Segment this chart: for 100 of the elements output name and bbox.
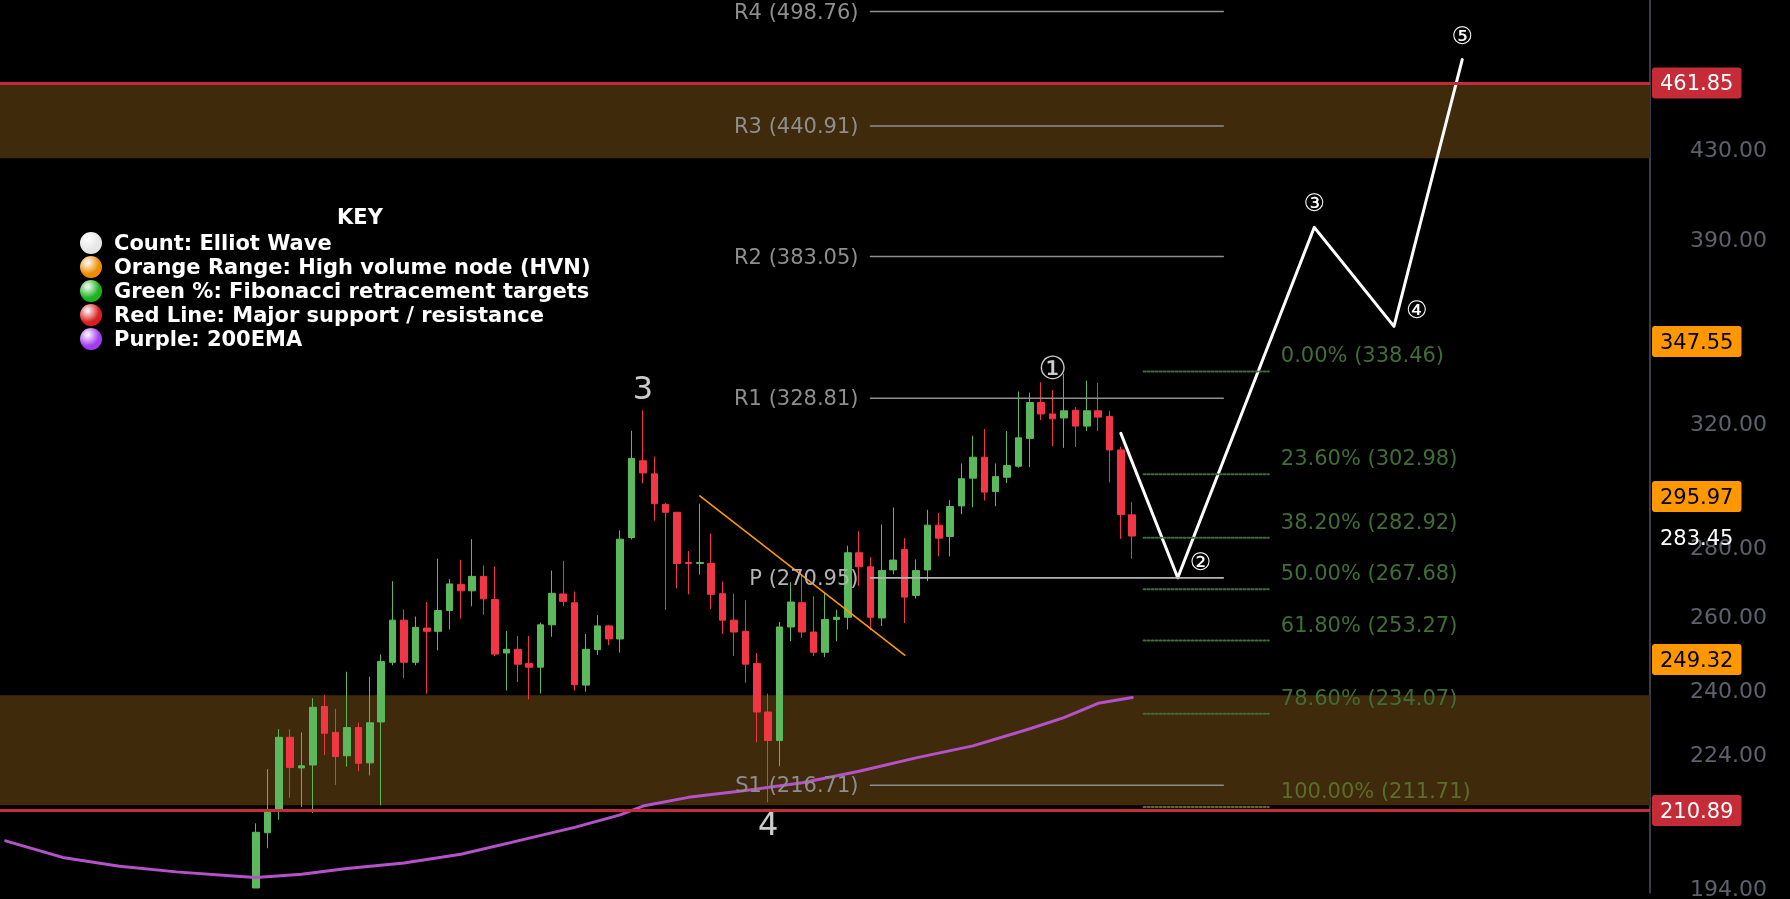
data-label: 50.00% (267.68): [1280, 561, 1458, 586]
text: 3: [632, 369, 654, 408]
candlestick: [685, 550, 692, 595]
y-tick-label: 260.00: [1690, 603, 1767, 629]
text: 249.32: [1660, 647, 1734, 672]
candlestick: [400, 608, 408, 679]
candlestick: [639, 409, 647, 484]
candlestick: [821, 591, 829, 658]
data-label: ②: [1189, 547, 1212, 576]
candlestick: [559, 560, 567, 607]
annotation: KEY: [336, 205, 384, 229]
candlestick: [434, 558, 442, 651]
candlestick: [1003, 430, 1011, 484]
candlestick: [343, 671, 351, 768]
candlestick: [355, 722, 362, 772]
candlestick: [423, 601, 431, 695]
text: 4: [757, 805, 779, 844]
candlestick: [594, 614, 601, 656]
candlestick: [867, 556, 874, 631]
candlestick: [1037, 381, 1045, 421]
annotation: Orange Range: High volume node (HVN): [114, 255, 591, 279]
data-label: R1 (328.81): [734, 386, 859, 411]
candlestick: [616, 529, 624, 654]
annotation: Green %: Fibonacci retracement targets: [114, 279, 590, 303]
annotation: Purple: 200EMA: [114, 327, 303, 351]
candlestick: [571, 591, 578, 691]
candlestick: [833, 609, 840, 642]
candlestick: [992, 462, 999, 507]
candlestick: [275, 728, 283, 821]
data-label: ⑤: [1451, 21, 1473, 50]
candlestick: [1083, 380, 1091, 432]
candlestick: [1128, 501, 1136, 560]
candlestick: [537, 622, 544, 695]
candlestick: [901, 537, 908, 624]
ref-line-label: 461.85: [1660, 70, 1734, 95]
candlestick: [1072, 406, 1079, 448]
candlestick: [969, 435, 977, 508]
annotation: Count: Elliot Wave: [114, 231, 332, 255]
candlestick: [1026, 392, 1034, 468]
candlestick: [1049, 389, 1056, 447]
data-label: R2 (383.05): [734, 244, 859, 269]
candlestick: [1117, 446, 1125, 540]
candlestick: [480, 564, 487, 616]
candlestick: [696, 503, 704, 576]
candlestick: [719, 581, 726, 635]
text: 347.55: [1660, 329, 1734, 354]
data-label: 0.00% (338.46): [1280, 343, 1445, 368]
candlestick: [810, 595, 817, 657]
candlestick: [264, 768, 271, 849]
candlestick: [389, 580, 396, 666]
candlestick: [935, 512, 943, 557]
candlestick: [377, 653, 385, 806]
candlestick: [1106, 410, 1113, 483]
candlestick: [366, 676, 374, 776]
candlestick: [491, 566, 499, 657]
candlestick: [742, 599, 749, 684]
text: 295.97: [1660, 484, 1734, 509]
candlestick: [457, 559, 465, 620]
candlestick: [855, 530, 863, 587]
candlestick: [1094, 382, 1102, 432]
candlestick: [924, 509, 931, 582]
candlestick: [514, 635, 522, 683]
y-tick-label: 320.00: [1690, 410, 1767, 436]
candlestick: [252, 822, 260, 889]
candlestick: [332, 708, 339, 786]
text: ①: [1038, 349, 1067, 388]
candlestick: [707, 533, 715, 610]
data-label: 100.00% (211.71): [1280, 778, 1471, 803]
candlestick: [662, 502, 669, 611]
candlestick: [889, 507, 897, 575]
candlestick: [673, 511, 681, 589]
candlestick: [286, 728, 294, 799]
candlestick: [446, 578, 453, 631]
candlestick: [1015, 391, 1022, 469]
candlestick: [628, 430, 635, 540]
candlestick: [309, 697, 317, 814]
candlestick: [468, 538, 476, 607]
candlestick: [582, 633, 590, 693]
candlestick: [753, 652, 761, 743]
candlestick: [298, 731, 305, 808]
candlestick: [525, 635, 533, 700]
line-series: [4, 695, 1134, 880]
annotation: Red Line: Major support / resistance: [114, 303, 544, 327]
candlestick: [321, 694, 328, 756]
candlestick: [776, 621, 783, 767]
ref-line-label: 210.89: [1660, 798, 1734, 823]
candlestick: [412, 616, 419, 666]
data-label: ③: [1303, 189, 1326, 218]
data-label: 23.60% (302.98): [1280, 446, 1458, 471]
candlestick: [764, 693, 772, 803]
candlestick: [981, 428, 988, 502]
candlestick: [548, 570, 556, 638]
y-tick-label: 224.00: [1690, 742, 1767, 768]
candlestick: [730, 593, 738, 657]
data-label: ④: [1405, 296, 1428, 325]
candlestick: [605, 624, 613, 646]
candlestick: [946, 499, 954, 557]
candlestick: [958, 462, 965, 515]
candlestick: [912, 558, 920, 600]
data-label: R3 (440.91): [734, 113, 859, 138]
